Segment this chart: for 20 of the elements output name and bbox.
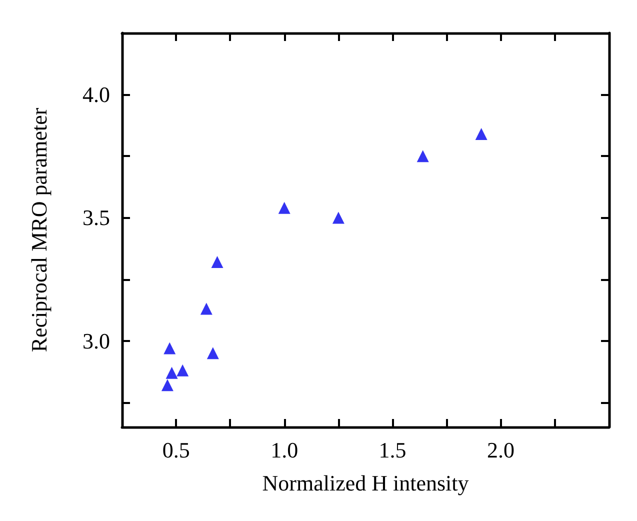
point: [332, 212, 344, 224]
y-tick-label: 3.0: [82, 328, 110, 354]
point: [164, 342, 176, 354]
point: [206, 347, 219, 360]
y-tick-label: 4.0: [82, 82, 110, 108]
y-tick-label: 3.5: [82, 205, 110, 230]
x-axis-title: Normalized H intensity: [262, 470, 469, 496]
x-tick-label: 0.5: [162, 438, 190, 462]
point: [200, 302, 212, 315]
y-axis-title: Reciprocal MRO parameter: [26, 107, 52, 352]
x-tick-label: 2.0: [487, 438, 515, 462]
point: [166, 366, 178, 379]
point: [278, 202, 290, 214]
point: [416, 150, 429, 162]
x-tick-label: 1.0: [270, 438, 298, 462]
point: [211, 256, 224, 268]
point: [161, 379, 174, 392]
x-tick-label: 1.5: [378, 438, 406, 462]
point: [475, 128, 488, 140]
point: [176, 364, 189, 376]
